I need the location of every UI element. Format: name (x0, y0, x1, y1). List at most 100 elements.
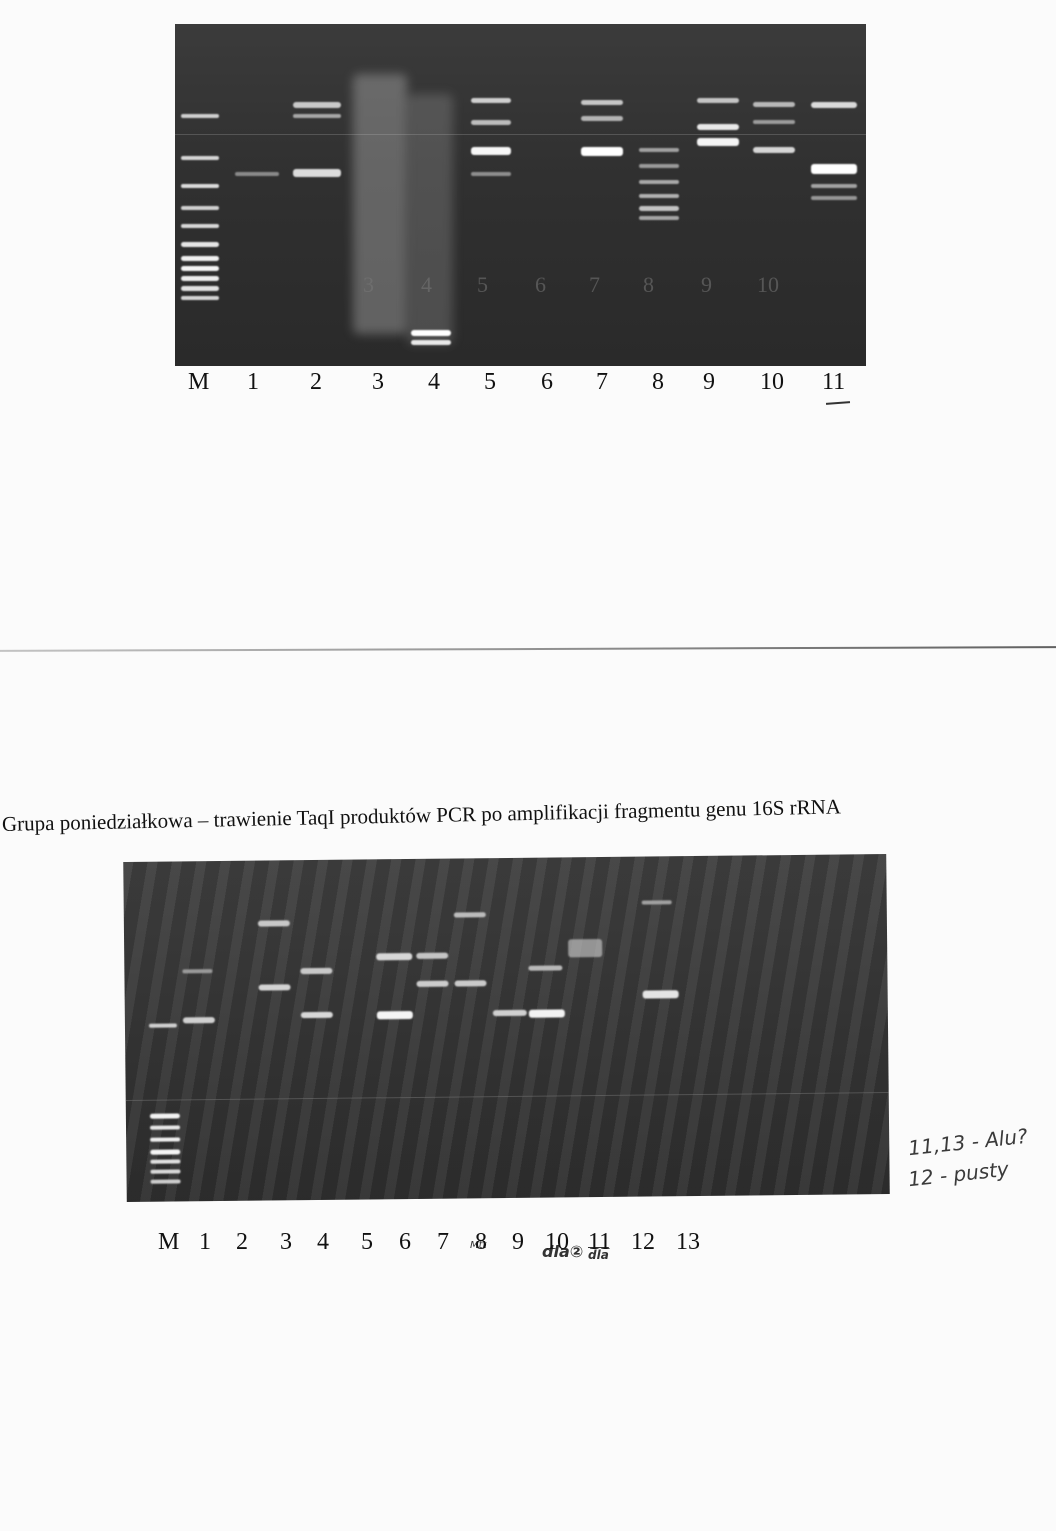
lane-label: 8 (652, 369, 664, 395)
dna-band (376, 952, 413, 961)
lane-label: 6 (399, 1229, 411, 1255)
dna-band (300, 967, 333, 975)
lane-label: 9 (512, 1229, 524, 1255)
lane-label: M (158, 1229, 180, 1255)
in-gel-number: 8 (643, 272, 654, 297)
dna-band (257, 920, 290, 927)
dna-band (639, 194, 679, 198)
dna-band (293, 102, 341, 108)
lane-label: 10 (545, 1229, 569, 1255)
dna-band (454, 980, 487, 987)
dna-band (753, 120, 795, 124)
handwritten-note-lane-12: 12 - pusty (907, 1156, 1010, 1192)
lane-10-handwritten-note: dla② (542, 1242, 584, 1261)
in-gel-number: 10 (757, 272, 779, 297)
lane-label: 11 (822, 369, 846, 395)
lane-label: 2 (236, 1229, 248, 1255)
in-gel-number: 6 (535, 272, 546, 297)
gel-scan-line (125, 1092, 889, 1101)
dna-band (376, 1010, 413, 1020)
dna-band (411, 330, 451, 336)
dna-band (581, 147, 623, 156)
dna-band (235, 172, 279, 176)
dna-band (416, 980, 449, 987)
ladder-band (181, 184, 219, 188)
dna-band (471, 120, 511, 125)
dna-band (697, 138, 739, 146)
lane-label: 5 (361, 1229, 373, 1255)
lane-label: 7 (437, 1229, 449, 1255)
ladder-band (150, 1159, 181, 1164)
ladder-band (148, 1023, 177, 1028)
lane-label: 6 (541, 369, 553, 395)
dna-band (471, 98, 511, 103)
dna-band (697, 124, 739, 130)
dna-band (639, 216, 679, 220)
dna-band (639, 206, 679, 211)
gel-caption: Grupa poniedziałkowa – trawienie TaqI pr… (1, 794, 842, 836)
handwritten-note-lanes-11-13: 11,13 - Alu? (907, 1123, 1029, 1161)
ladder-band (149, 1113, 180, 1119)
dna-band (411, 340, 451, 345)
dna-band (639, 148, 679, 152)
dna-band (642, 990, 679, 999)
page-fold-line (0, 646, 1056, 652)
ladder-band (181, 276, 219, 281)
ladder-band (181, 206, 219, 210)
dna-band (811, 184, 857, 188)
dna-band (293, 114, 341, 118)
lane-label: 1 (247, 369, 259, 395)
dna-band (492, 1009, 527, 1017)
dna-band (811, 196, 857, 200)
top-gel-image: 3 4 5 6 7 8 9 10 (175, 24, 866, 366)
dna-band (811, 164, 857, 174)
dna-band (811, 102, 857, 108)
ladder-band (181, 266, 219, 271)
dna-band (581, 116, 623, 121)
lane-label: 4 (428, 369, 440, 395)
lane-label: 11 (588, 1229, 612, 1255)
lane-label: 13 (676, 1229, 700, 1255)
ladder-band (181, 286, 219, 291)
lane-label: 4 (317, 1229, 329, 1255)
ladder-band (150, 1137, 181, 1142)
in-gel-number: 3 (363, 272, 374, 297)
dna-band (697, 98, 739, 103)
lane-label: 1 (199, 1229, 211, 1255)
lane-label: 3 (280, 1229, 292, 1255)
in-gel-number: 5 (477, 272, 488, 297)
lane-label: 8 (475, 1229, 487, 1255)
dna-band (568, 938, 603, 958)
lane-label: 10 (760, 369, 784, 395)
gel-scan-line (175, 134, 866, 135)
dna-band (581, 100, 623, 105)
dna-band (528, 1009, 565, 1018)
ladder-band (150, 1169, 181, 1174)
in-gel-number: 7 (589, 272, 600, 297)
dna-band (293, 169, 341, 177)
dna-band (182, 969, 213, 974)
dna-band (753, 147, 795, 153)
lane-label: 12 (631, 1229, 655, 1255)
in-gel-number: 4 (421, 272, 432, 297)
ladder-band (150, 1149, 181, 1155)
lane-label: 3 (372, 369, 384, 395)
bottom-gel-image (123, 854, 890, 1202)
dna-band (528, 965, 563, 971)
lane-label: 5 (484, 369, 496, 395)
dna-band (416, 952, 449, 959)
dna-band (300, 1011, 333, 1019)
ladder-band (181, 156, 219, 160)
dna-band (471, 172, 511, 176)
dna-band (641, 900, 672, 905)
lane-label: 9 (703, 369, 715, 395)
lane-label: 7 (596, 369, 608, 395)
dna-smear (407, 94, 453, 344)
dna-band (453, 912, 486, 918)
dna-band (639, 180, 679, 184)
ladder-band (181, 114, 219, 118)
dna-smear (353, 74, 407, 334)
lane-11-underline-mark (825, 401, 851, 405)
lane-8-handwritten-note: Mtt (470, 1240, 487, 1251)
ladder-band (150, 1125, 181, 1130)
